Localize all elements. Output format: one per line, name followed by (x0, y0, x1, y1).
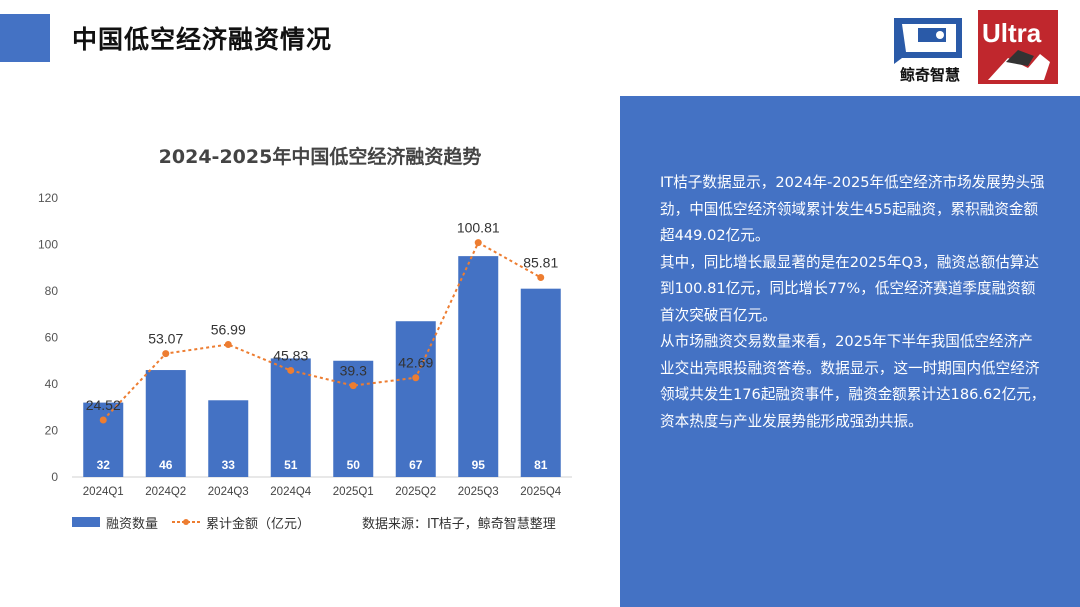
bar-value-label: 33 (222, 458, 236, 472)
line-point (349, 382, 357, 390)
x-tick-label: 2024Q3 (208, 486, 249, 498)
panel-paragraph: 其中，同比增长最显著的是在2025年Q3，融资总额估算达到100.81亿元，同比… (660, 253, 1039, 324)
bar (395, 321, 436, 477)
bar-value-label: 50 (347, 458, 361, 472)
legend-bar-label: 融资数量 (106, 516, 159, 532)
chart: 0 20 40 60 80 100 120 32 2024Q1 46 2024Q2 33 2024Q3 5… (38, 191, 572, 498)
line-point (224, 340, 232, 348)
line-point (99, 416, 107, 424)
ultra-logo: Ultra (978, 10, 1058, 84)
x-tick-label: 2024Q1 (83, 486, 124, 498)
panel-paragraph: 从市场融资交易数量来看，2025年下半年我国低空经济产业交出亮眼投融资答卷。数据… (660, 333, 1046, 430)
line-value-label: 42.69 (398, 355, 433, 371)
bar-value-label: 81 (534, 458, 548, 472)
panel-text: IT桔子数据显示，2024年-2025年低空经济市场发展势头强劲，中国低空经济领… (660, 170, 1046, 435)
line-point (537, 273, 545, 281)
bar-value-label: 46 (159, 458, 173, 472)
line-series (102, 241, 542, 421)
line-value-label: 24.52 (86, 397, 121, 413)
bar-value-label: 67 (409, 458, 423, 472)
bar (333, 360, 374, 477)
bar (83, 402, 124, 477)
legend-line-swatch (172, 519, 201, 525)
chart-source: 数据来源：IT桔子，鲸奇智慧整理 (362, 516, 556, 532)
bar-value-label: 51 (284, 458, 298, 472)
x-tick-label: 2024Q2 (145, 486, 186, 498)
x-tick-label: 2025Q2 (395, 486, 436, 498)
x-tick-label: 2024Q4 (270, 486, 312, 498)
legend-bar-swatch (72, 517, 100, 527)
bar-value-label: 32 (97, 458, 111, 472)
y-tick-label: 60 (45, 331, 59, 345)
line-value-label: 56.99 (211, 321, 246, 337)
line-point (162, 350, 170, 358)
bar-value-label: 95 (472, 458, 486, 472)
bar (270, 358, 311, 477)
page-title: 中国低空经济融资情况 (72, 25, 333, 54)
y-tick-label: 120 (38, 191, 58, 205)
legend-line-label: 累计金额（亿元） (206, 516, 311, 532)
line-value-label: 39.3 (340, 363, 367, 379)
text-panel: IT桔子数据显示，2024年-2025年低空经济市场发展势头强劲，中国低空经济领… (620, 96, 1080, 607)
y-tick-label: 0 (51, 470, 58, 484)
line-point (287, 366, 295, 374)
bar (458, 256, 499, 477)
y-tick-label: 100 (38, 238, 58, 252)
chart-title: 2024-2025年中国低空经济融资趋势 (158, 146, 482, 168)
y-tick-label: 20 (45, 424, 59, 438)
line-value-label: 85.81 (523, 254, 558, 270)
bar (208, 400, 249, 477)
y-tick-label: 80 (45, 284, 59, 298)
line-value-label: 53.07 (148, 331, 183, 347)
logo-text: 鲸奇智慧 (899, 66, 960, 84)
ultra-logo-text: Ultra (982, 18, 1042, 48)
x-tick-label: 2025Q4 (520, 486, 562, 498)
line-point (412, 374, 420, 382)
y-tick-label: 40 (45, 377, 59, 391)
title-accent-block (0, 14, 50, 62)
panel-paragraph: IT桔子数据显示，2024年-2025年低空经济市场发展势头强劲，中国低空经济领… (660, 174, 1045, 244)
x-tick-label: 2025Q3 (458, 486, 499, 498)
line-value-label: 100.81 (457, 220, 500, 236)
line-point (474, 239, 482, 247)
jingqi-logo-icon (888, 12, 968, 88)
bar (145, 370, 186, 477)
line-value-label: 45.83 (273, 347, 308, 363)
x-tick-label: 2025Q1 (333, 486, 374, 498)
chart-legend: 融资数量 累计金额（亿元） 数据来源：IT桔子，鲸奇智慧整理 (72, 512, 556, 532)
bar (520, 288, 561, 477)
